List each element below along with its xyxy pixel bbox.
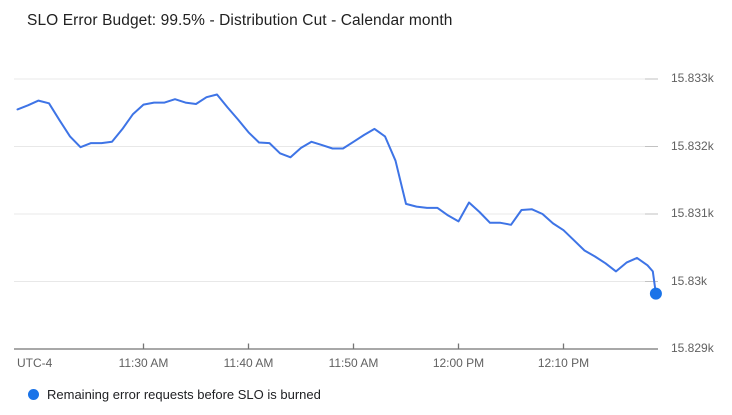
x-axis-label: 11:40 AM xyxy=(223,356,274,370)
x-axis-label: 12:00 PM xyxy=(432,356,485,370)
legend-series-label: Remaining error requests before SLO is b… xyxy=(47,387,321,402)
y-axis-label: 15.829k xyxy=(671,341,714,355)
y-axis-label: 15.83k xyxy=(671,273,708,288)
x-axis-label: 11:50 AM xyxy=(328,356,379,370)
legend-series-dot-icon xyxy=(28,389,39,400)
latest-value-dot[interactable] xyxy=(649,287,662,300)
x-axis-label: 12:10 PM xyxy=(537,356,590,370)
y-axis-label: 15.832k xyxy=(671,138,714,153)
x-axis-label: 11:30 AM xyxy=(118,356,169,370)
y-axis-label: 15.831k xyxy=(671,206,714,220)
series-line-remaining-error-requests[interactable] xyxy=(16,93,657,295)
y-axis-label: 15.833k xyxy=(671,71,714,85)
legend-item-remaining-error-requests[interactable]: Remaining error requests before SLO is b… xyxy=(28,387,321,402)
chart-title: SLO Error Budget: 99.5% - Distribution C… xyxy=(27,12,453,29)
timezone-label: UTC-4 xyxy=(17,356,53,370)
